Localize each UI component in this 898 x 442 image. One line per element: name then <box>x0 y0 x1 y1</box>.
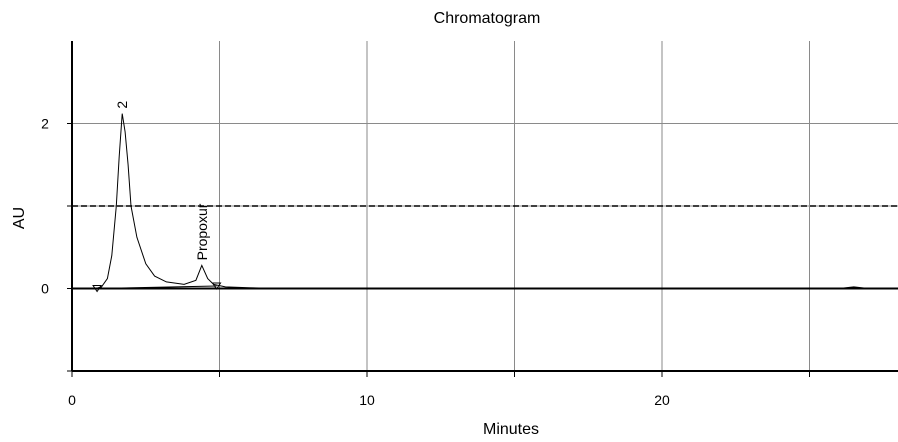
integration-baseline-0 <box>95 285 217 289</box>
peak-label-1: Propoxur <box>194 203 210 260</box>
x-tick-label-0: 0 <box>68 392 76 408</box>
y-axis-label: AU <box>11 207 28 229</box>
chart-title: Chromatogram <box>434 10 541 27</box>
peak-marker-0 <box>92 285 103 293</box>
peak-marker-1 <box>211 282 222 290</box>
x-tick-label-2: 20 <box>654 392 670 408</box>
tick-labels: 020 10 20 <box>41 116 670 409</box>
plot-area: 2 Propoxur <box>72 101 898 293</box>
axes <box>67 41 898 377</box>
peak-label-0: 2 <box>114 101 130 109</box>
x-axis-label: Minutes <box>483 421 539 438</box>
x-tick-label-1: 10 <box>359 392 375 408</box>
y-tick-label-0: 0 <box>41 281 49 297</box>
y-tick-label-1: 2 <box>41 116 49 132</box>
series-trace-0 <box>95 113 898 289</box>
